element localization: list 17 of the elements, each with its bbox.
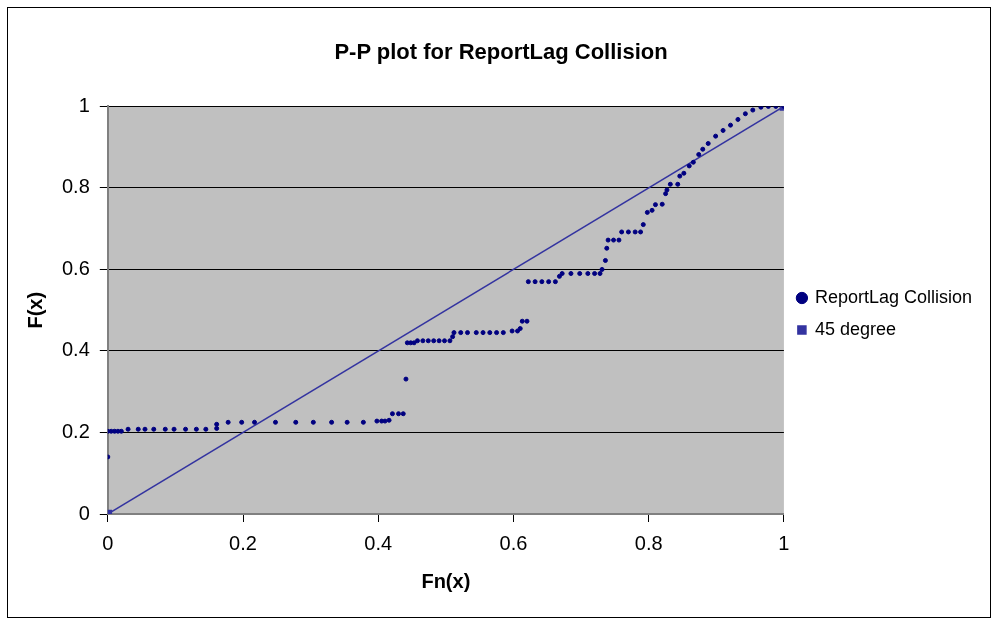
legend-label: 45 degree (814, 318, 896, 339)
x-tick-label: 0.8 (634, 531, 663, 554)
x-tick-label: 0 (102, 531, 114, 554)
y-tick-label: 0 (78, 501, 90, 524)
legend-label: ReportLag Collision (814, 286, 973, 307)
x-tick-label: 1 (778, 531, 790, 554)
y-tick-label: 0.8 (61, 175, 90, 198)
y-tick-label: 0.6 (61, 256, 90, 279)
y-axis-title: F(x) (23, 291, 46, 329)
y-tick-label: 0.4 (61, 338, 90, 361)
x-tick-label: 0.4 (364, 531, 393, 554)
x-axis-title: Fn(x) (421, 569, 471, 592)
y-tick-label: 1 (78, 93, 90, 116)
chart-title: P-P plot for ReportLag Collision (334, 39, 668, 65)
x-tick-label: 0.2 (229, 531, 257, 554)
y-tick-label: 0.2 (61, 420, 90, 442)
x-tick-label: 0.6 (499, 531, 528, 554)
